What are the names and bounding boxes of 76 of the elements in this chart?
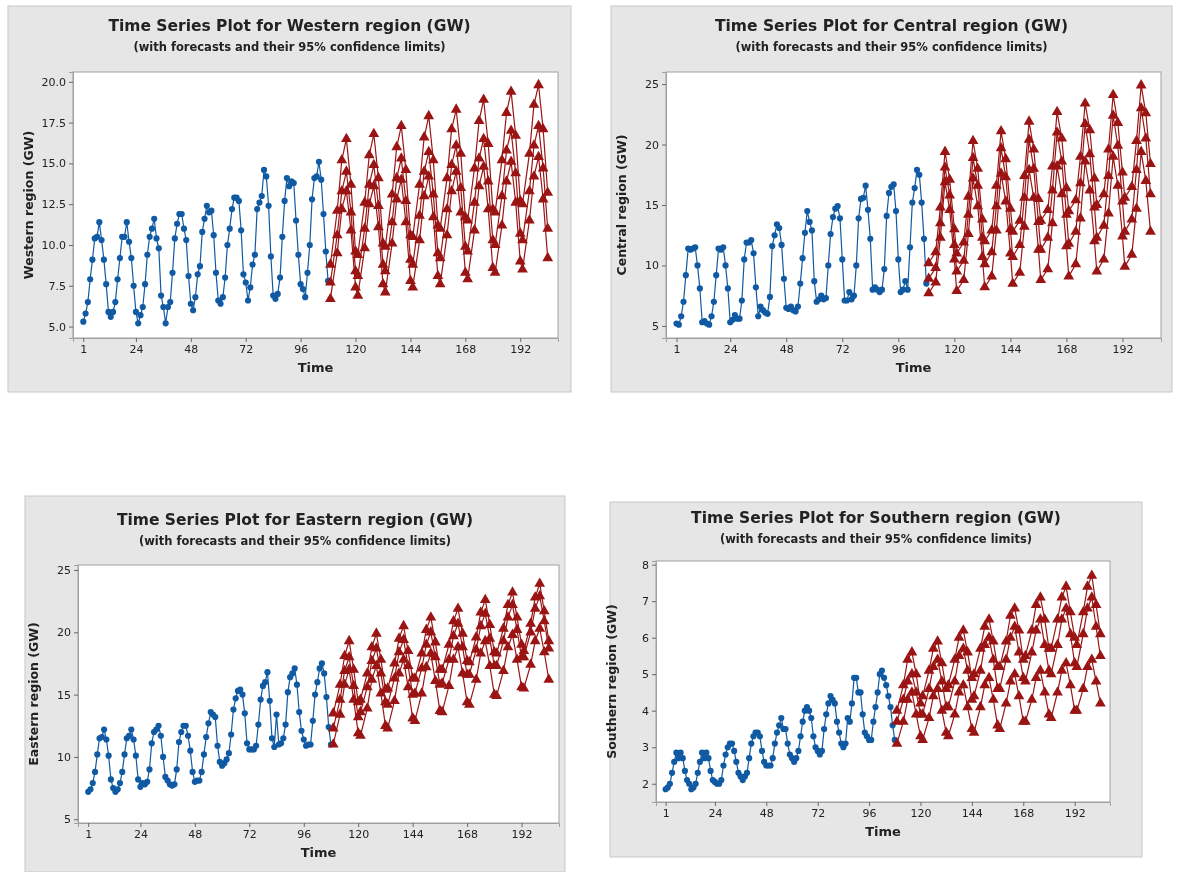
y-axis-title: Central region (GW) — [614, 134, 629, 276]
y-tick-label: 25 — [645, 78, 659, 92]
x-tick-label: 24 — [723, 342, 738, 356]
x-tick-label: 144 — [961, 806, 983, 820]
x-tick-label: 48 — [759, 806, 774, 820]
x-axis-title: Time — [297, 360, 334, 375]
x-tick-label: 1 — [80, 342, 88, 356]
x-tick-label: 192 — [511, 827, 533, 841]
x-axis-title: Time — [300, 845, 337, 860]
y-tick-label: 10.0 — [41, 239, 66, 252]
y-tick-label: 10 — [645, 259, 659, 273]
y-tick-label: 15 — [645, 199, 659, 213]
y-tick-label: 3 — [642, 741, 649, 755]
chart-subtitle: (with forecasts and their 95% confidence limits) — [138, 534, 452, 548]
x-tick-label: 120 — [910, 806, 932, 820]
x-tick-label: 1 — [673, 342, 681, 356]
y-axis-title: Southern region (GW) — [604, 604, 619, 759]
x-tick-label: 144 — [402, 827, 424, 841]
x-tick-label: 144 — [400, 342, 422, 356]
x-tick-label: 96 — [891, 342, 906, 356]
x-tick-label: 72 — [239, 342, 254, 356]
x-tick-label: 48 — [184, 342, 199, 356]
x-axis-title: Time — [895, 360, 932, 375]
y-tick-label: 15 — [57, 688, 71, 702]
y-tick-label: 5 — [64, 813, 71, 827]
x-tick-label: 144 — [1000, 342, 1022, 356]
x-tick-label: 24 — [708, 806, 723, 820]
chart-title: Time Series Plot for Western region (GW) — [108, 17, 471, 35]
x-tick-label: 192 — [1064, 806, 1086, 820]
x-tick-label: 96 — [297, 827, 312, 841]
x-tick-label: 168 — [457, 827, 479, 841]
x-tick-label: 72 — [811, 806, 826, 820]
y-tick-label: 5 — [642, 668, 649, 682]
y-tick-label: 7 — [642, 595, 649, 609]
x-axis-title: Time — [865, 824, 902, 839]
x-tick-label: 120 — [345, 342, 367, 356]
chart-title: Time Series Plot for Central region (GW) — [714, 17, 1069, 35]
y-tick-label: 6 — [642, 631, 649, 645]
chart-title: Time Series Plot for Eastern region (GW) — [116, 511, 474, 529]
x-tick-label: 24 — [129, 342, 144, 356]
y-tick-label: 8 — [642, 558, 649, 572]
y-axis-title: Western region (GW) — [21, 130, 36, 280]
x-tick-label: 96 — [862, 806, 877, 820]
y-tick-label: 17.5 — [41, 116, 66, 130]
x-tick-label: 192 — [1112, 342, 1134, 356]
y-tick-label: 12.5 — [41, 198, 66, 212]
x-tick-label: 1 — [85, 827, 93, 841]
y-tick-label: 7.5 — [48, 279, 66, 293]
x-tick-label: 120 — [348, 827, 370, 841]
x-tick-label: 120 — [944, 342, 966, 356]
x-tick-label: 192 — [510, 342, 532, 356]
chart-title: Time Series Plot for Southern region (GW) — [691, 509, 1061, 527]
x-tick-label: 96 — [294, 342, 309, 356]
x-tick-label: 168 — [1013, 806, 1035, 820]
x-tick-label: 1 — [662, 806, 670, 820]
y-tick-label: 20 — [645, 138, 659, 152]
x-tick-label: 168 — [1056, 342, 1078, 356]
x-tick-label: 72 — [242, 827, 257, 841]
y-tick-label: 10 — [57, 750, 71, 764]
y-tick-label: 20.0 — [41, 75, 66, 89]
x-tick-label: 72 — [835, 342, 850, 356]
y-tick-label: 20 — [57, 626, 71, 640]
chart-subtitle: (with forecasts and their 95% confidence limits) — [133, 40, 446, 54]
y-tick-label: 2 — [642, 777, 649, 791]
y-axis-title: Eastern region (GW) — [26, 622, 41, 766]
y-tick-label: 5 — [652, 319, 659, 333]
x-tick-label: 48 — [779, 342, 794, 356]
x-tick-label: 24 — [133, 827, 148, 841]
x-tick-label: 48 — [188, 827, 203, 841]
y-tick-label: 15.0 — [41, 157, 66, 171]
chart-subtitle: (with forecasts and their 95% confidence limits) — [735, 40, 1048, 54]
y-tick-label: 5.0 — [48, 320, 66, 334]
y-tick-label: 25 — [57, 564, 71, 578]
y-tick-label: 4 — [642, 704, 649, 718]
chart-subtitle: (with forecasts and their 95% confidence limits) — [719, 532, 1033, 546]
x-tick-label: 168 — [455, 342, 477, 356]
